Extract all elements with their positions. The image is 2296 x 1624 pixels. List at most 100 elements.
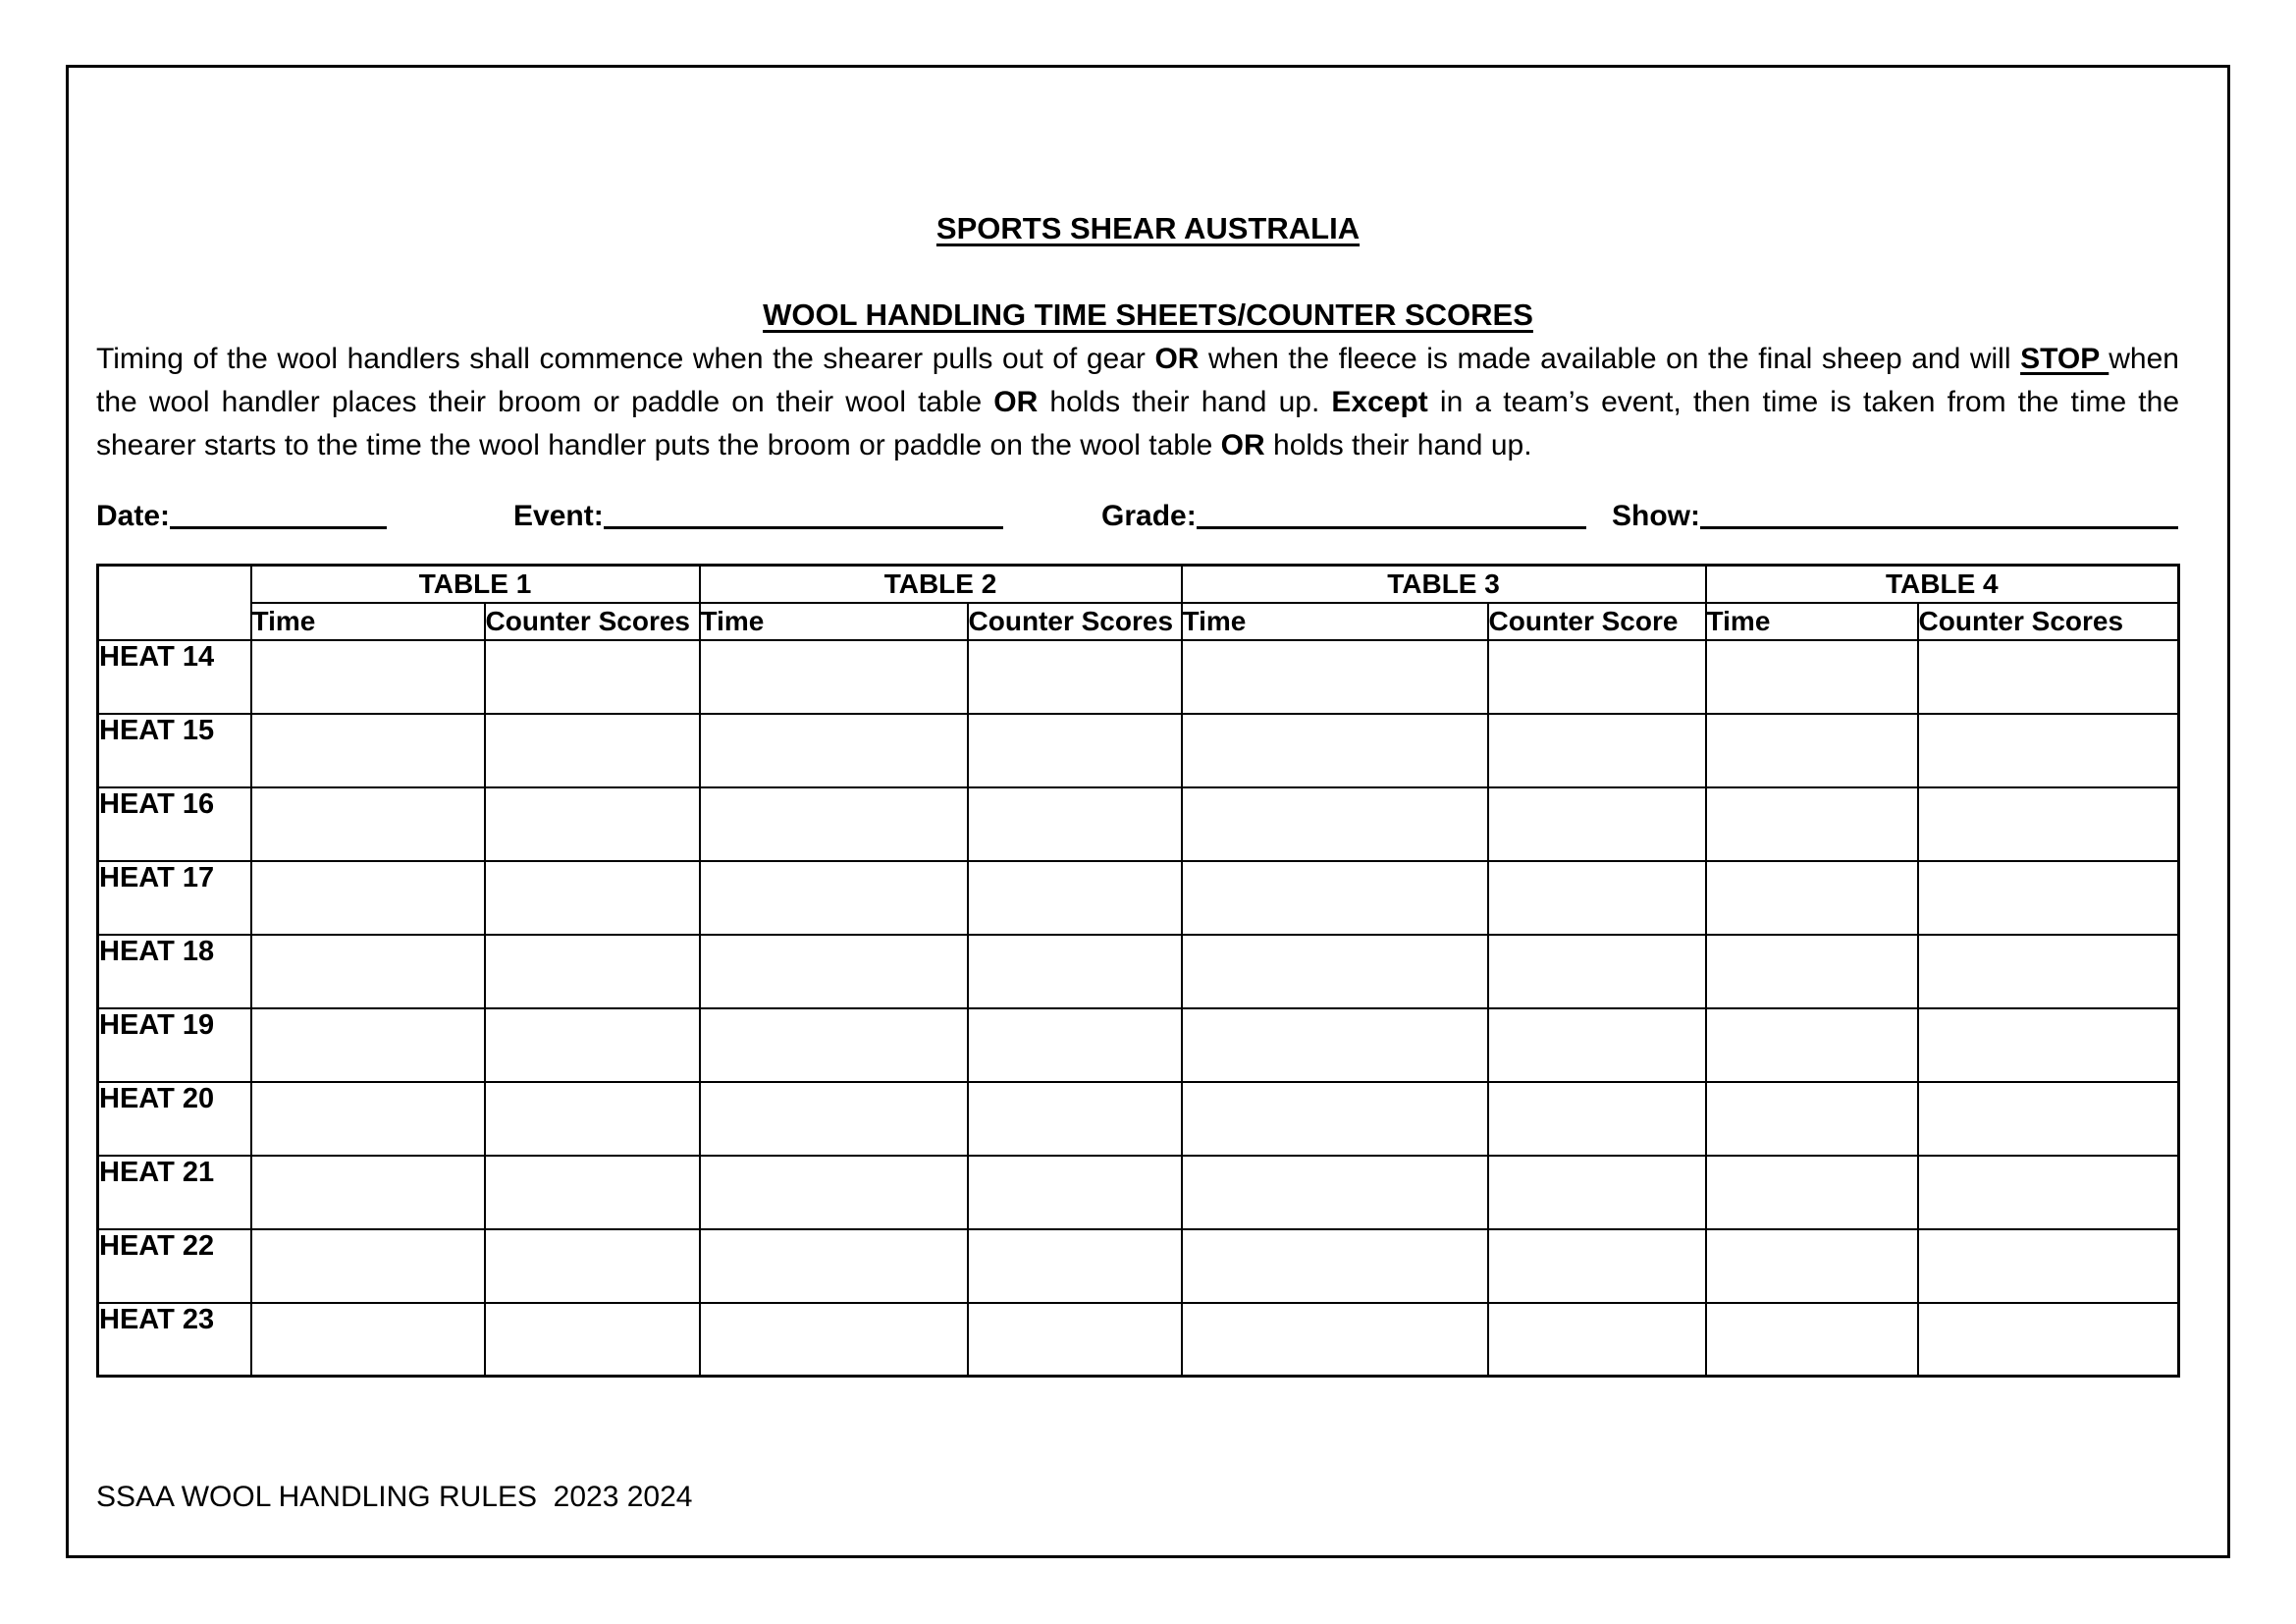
field-date: Date:	[96, 497, 388, 533]
grade-label: Grade:	[1101, 500, 1197, 532]
heat-label: HEAT 20	[96, 1080, 252, 1157]
time-column-header: Time	[1704, 601, 1919, 641]
time-cell	[1704, 859, 1919, 936]
table1-header: TABLE 1	[249, 564, 701, 604]
date-label: Date:	[96, 500, 171, 532]
grade-blank-line	[1196, 497, 1586, 529]
time-column-header: Time	[249, 601, 486, 641]
counter-cell	[966, 1227, 1183, 1304]
time-cell	[1704, 1301, 1919, 1378]
counter-column-header: Counter Scores	[966, 601, 1183, 641]
counter-column-header: Counter Scores	[1916, 601, 2180, 641]
time-cell	[249, 712, 486, 788]
time-cell	[1704, 933, 1919, 1009]
time-cell	[1180, 638, 1489, 715]
counter-cell	[1916, 1154, 2180, 1230]
time-cell	[249, 638, 486, 715]
time-cell	[1180, 933, 1489, 1009]
counter-cell	[1486, 1301, 1707, 1378]
time-cell	[698, 1006, 969, 1083]
time-cell	[1704, 638, 1919, 715]
heat-label: HEAT 22	[96, 1227, 252, 1304]
heat-label: HEAT 17	[96, 859, 252, 936]
paragraph-bold-or: OR	[993, 386, 1039, 418]
heat-row: HEAT 20	[96, 1080, 2180, 1157]
paragraph-bold-except: Except	[1331, 386, 1428, 418]
counter-cell	[483, 1227, 701, 1304]
counter-cell	[1486, 785, 1707, 862]
time-cell	[1180, 785, 1489, 862]
paragraph-bold-stop: STOP	[2020, 343, 2109, 375]
time-cell	[1180, 1154, 1489, 1230]
heat-label: HEAT 15	[96, 712, 252, 788]
time-cell	[1180, 1227, 1489, 1304]
counter-cell	[1916, 1301, 2180, 1378]
footer-text: SSAA WOOL HANDLING RULES 2023 2024	[96, 1481, 693, 1513]
time-cell	[1704, 712, 1919, 788]
table-column-header-row: Time Counter Scores Time Counter Scores …	[98, 601, 2180, 641]
counter-cell	[966, 785, 1183, 862]
time-cell	[698, 785, 969, 862]
paragraph-text: Timing of the wool handlers shall commen…	[96, 343, 1155, 375]
time-cell	[1180, 1006, 1489, 1083]
time-cell	[1180, 712, 1489, 788]
heat-row: HEAT 23	[96, 1301, 2180, 1378]
paragraph-text: holds their hand up.	[1264, 429, 1532, 461]
time-cell	[249, 1227, 486, 1304]
counter-cell	[1486, 933, 1707, 1009]
heat-label: HEAT 14	[96, 638, 252, 715]
show-label: Show:	[1612, 500, 1700, 532]
time-cell	[249, 1301, 486, 1378]
heat-row: HEAT 22	[96, 1227, 2180, 1304]
counter-cell	[1486, 1227, 1707, 1304]
paragraph-text: when the fleece is made available on the…	[1199, 343, 2021, 375]
counter-cell	[966, 1080, 1183, 1157]
time-cell	[249, 785, 486, 862]
heat-row: HEAT 21	[96, 1154, 2180, 1230]
counter-cell	[1486, 1154, 1707, 1230]
counter-cell	[1916, 638, 2180, 715]
time-cell	[1704, 1080, 1919, 1157]
time-cell	[1704, 1227, 1919, 1304]
table4-header: TABLE 4	[1704, 564, 2180, 604]
counter-column-header: Counter Scores	[483, 601, 701, 641]
counter-cell	[1916, 1006, 2180, 1083]
counter-cell	[966, 638, 1183, 715]
heat-row: HEAT 14	[96, 638, 2180, 715]
time-cell	[698, 712, 969, 788]
counter-cell	[966, 1006, 1183, 1083]
heat-row: HEAT 18	[96, 933, 2180, 1009]
field-show: Show:	[1612, 497, 2178, 533]
table3-header: TABLE 3	[1180, 564, 1707, 604]
heat-label: HEAT 18	[96, 933, 252, 1009]
heat-label: HEAT 21	[96, 1154, 252, 1230]
counter-cell	[966, 1301, 1183, 1378]
counter-cell	[966, 1154, 1183, 1230]
time-cell	[698, 638, 969, 715]
heat-row: HEAT 19	[96, 1006, 2180, 1083]
score-table: TABLE 1 TABLE 2 TABLE 3 TABLE 4 Time Cou…	[96, 564, 2181, 1378]
date-blank-line	[170, 497, 388, 529]
counter-cell	[966, 933, 1183, 1009]
counter-cell	[966, 712, 1183, 788]
counter-cell	[1916, 1080, 2180, 1157]
time-cell	[249, 933, 486, 1009]
counter-column-header: Counter Score	[1486, 601, 1707, 641]
event-label: Event:	[513, 500, 604, 532]
time-cell	[249, 1006, 486, 1083]
counter-cell	[483, 859, 701, 936]
heat-row: HEAT 16	[96, 785, 2180, 862]
counter-cell	[1916, 785, 2180, 862]
event-blank-line	[603, 497, 1003, 529]
counter-cell	[966, 859, 1183, 936]
counter-cell	[1486, 638, 1707, 715]
field-event: Event:	[513, 497, 1003, 533]
doc-title: SPORTS SHEAR AUSTRALIA	[935, 211, 1361, 245]
time-cell	[698, 1301, 969, 1378]
counter-cell	[483, 638, 701, 715]
corner-cell	[96, 564, 252, 641]
counter-cell	[1486, 1080, 1707, 1157]
time-cell	[1180, 1080, 1489, 1157]
page-border	[66, 65, 2230, 1558]
show-blank-line	[1700, 497, 2178, 529]
